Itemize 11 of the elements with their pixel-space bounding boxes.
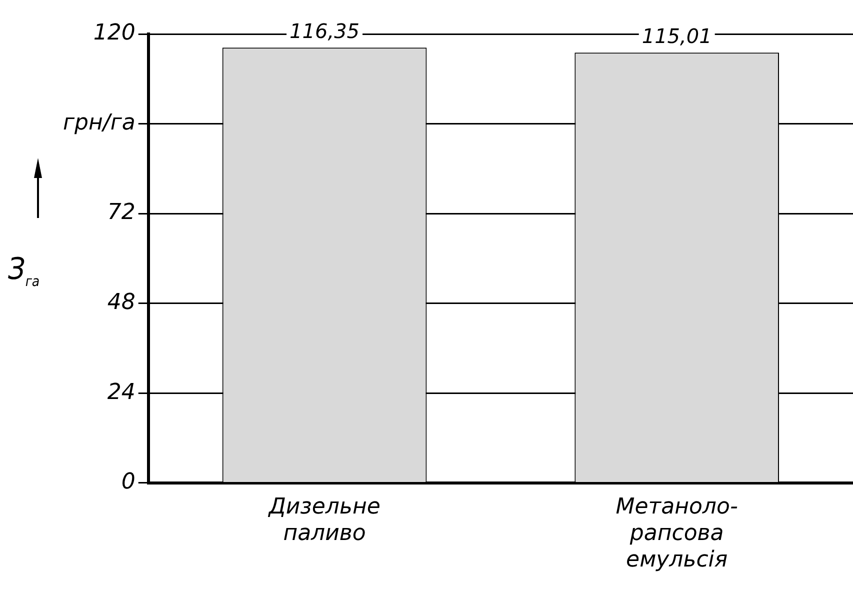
- x-tick-label: Дизельне паливо: [268, 494, 380, 546]
- x-tick-label: Метаноло- рапсова емульсія: [616, 494, 738, 573]
- y-tick-label: 72: [107, 200, 136, 226]
- data-label: 116,35: [290, 18, 360, 43]
- y-tick-label: 0: [121, 470, 136, 495]
- y-tick-label: 24: [107, 380, 136, 405]
- y-tick-label: 48: [107, 290, 136, 315]
- y-tick-label: 120: [93, 20, 136, 46]
- data-label: 115,01: [642, 24, 712, 48]
- y-tick-label: грн/га: [63, 110, 136, 136]
- y-axis-title: З$_{га}$: [8, 252, 40, 290]
